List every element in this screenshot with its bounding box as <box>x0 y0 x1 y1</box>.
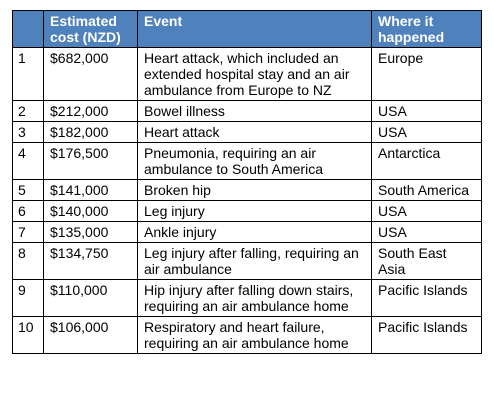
table-row: 2 $212,000 Bowel illness USA <box>12 100 482 122</box>
where-cell: USA <box>371 100 482 122</box>
header-estimated-cost: Estimated cost (NZD) <box>43 10 138 48</box>
where-cell: Pacific Islands <box>371 316 482 354</box>
cost-cell: $140,000 <box>43 200 138 222</box>
event-cell: Pneumonia, requiring an air ambulance to… <box>137 142 372 180</box>
rank-cell: 5 <box>12 179 44 201</box>
table-header-row: Estimated cost (NZD) Event Where it happ… <box>12 10 482 48</box>
cost-cell: $135,000 <box>43 221 138 243</box>
cost-cell: $176,500 <box>43 142 138 180</box>
rank-cell: 4 <box>12 142 44 180</box>
header-rank <box>12 10 44 48</box>
cost-cell: $110,000 <box>43 279 138 317</box>
where-cell: Antarctica <box>371 142 482 180</box>
cost-cell: $106,000 <box>43 316 138 354</box>
cost-cell: $182,000 <box>43 121 138 143</box>
header-where-it-happened: Where it happened <box>371 10 482 48</box>
event-cell: Respiratory and heart failure, requiring… <box>137 316 372 354</box>
event-cell: Heart attack, which included an extended… <box>137 47 372 101</box>
event-cell: Bowel illness <box>137 100 372 122</box>
table-row: 3 $182,000 Heart attack USA <box>12 121 482 143</box>
table-row: 9 $110,000 Hip injury after falling down… <box>12 279 482 317</box>
rank-cell: 2 <box>12 100 44 122</box>
rank-cell: 1 <box>12 47 44 101</box>
table-row: 1 $682,000 Heart attack, which included … <box>12 47 482 101</box>
rank-cell: 6 <box>12 200 44 222</box>
table-row: 8 $134,750 Leg injury after falling, req… <box>12 242 482 280</box>
where-cell: USA <box>371 121 482 143</box>
table-row: 7 $135,000 Ankle injury USA <box>12 221 482 243</box>
where-cell: USA <box>371 221 482 243</box>
rank-cell: 10 <box>12 316 44 354</box>
where-cell: Pacific Islands <box>371 279 482 317</box>
event-cell: Hip injury after falling down stairs, re… <box>137 279 372 317</box>
event-cell: Heart attack <box>137 121 372 143</box>
cost-cell: $141,000 <box>43 179 138 201</box>
rank-cell: 9 <box>12 279 44 317</box>
rank-cell: 8 <box>12 242 44 280</box>
header-event: Event <box>137 10 372 48</box>
cost-cell: $212,000 <box>43 100 138 122</box>
where-cell: South America <box>371 179 482 201</box>
table-row: 10 $106,000 Respiratory and heart failur… <box>12 316 482 354</box>
event-cell: Broken hip <box>137 179 372 201</box>
where-cell: Europe <box>371 47 482 101</box>
where-cell: South East Asia <box>371 242 482 280</box>
claims-table: Estimated cost (NZD) Event Where it happ… <box>12 10 482 354</box>
event-cell: Ankle injury <box>137 221 372 243</box>
table-row: 6 $140,000 Leg injury USA <box>12 200 482 222</box>
rank-cell: 3 <box>12 121 44 143</box>
rank-cell: 7 <box>12 221 44 243</box>
cost-cell: $682,000 <box>43 47 138 101</box>
table-row: 4 $176,500 Pneumonia, requiring an air a… <box>12 142 482 180</box>
event-cell: Leg injury after falling, requiring an a… <box>137 242 372 280</box>
cost-cell: $134,750 <box>43 242 138 280</box>
event-cell: Leg injury <box>137 200 372 222</box>
where-cell: USA <box>371 200 482 222</box>
table-row: 5 $141,000 Broken hip South America <box>12 179 482 201</box>
